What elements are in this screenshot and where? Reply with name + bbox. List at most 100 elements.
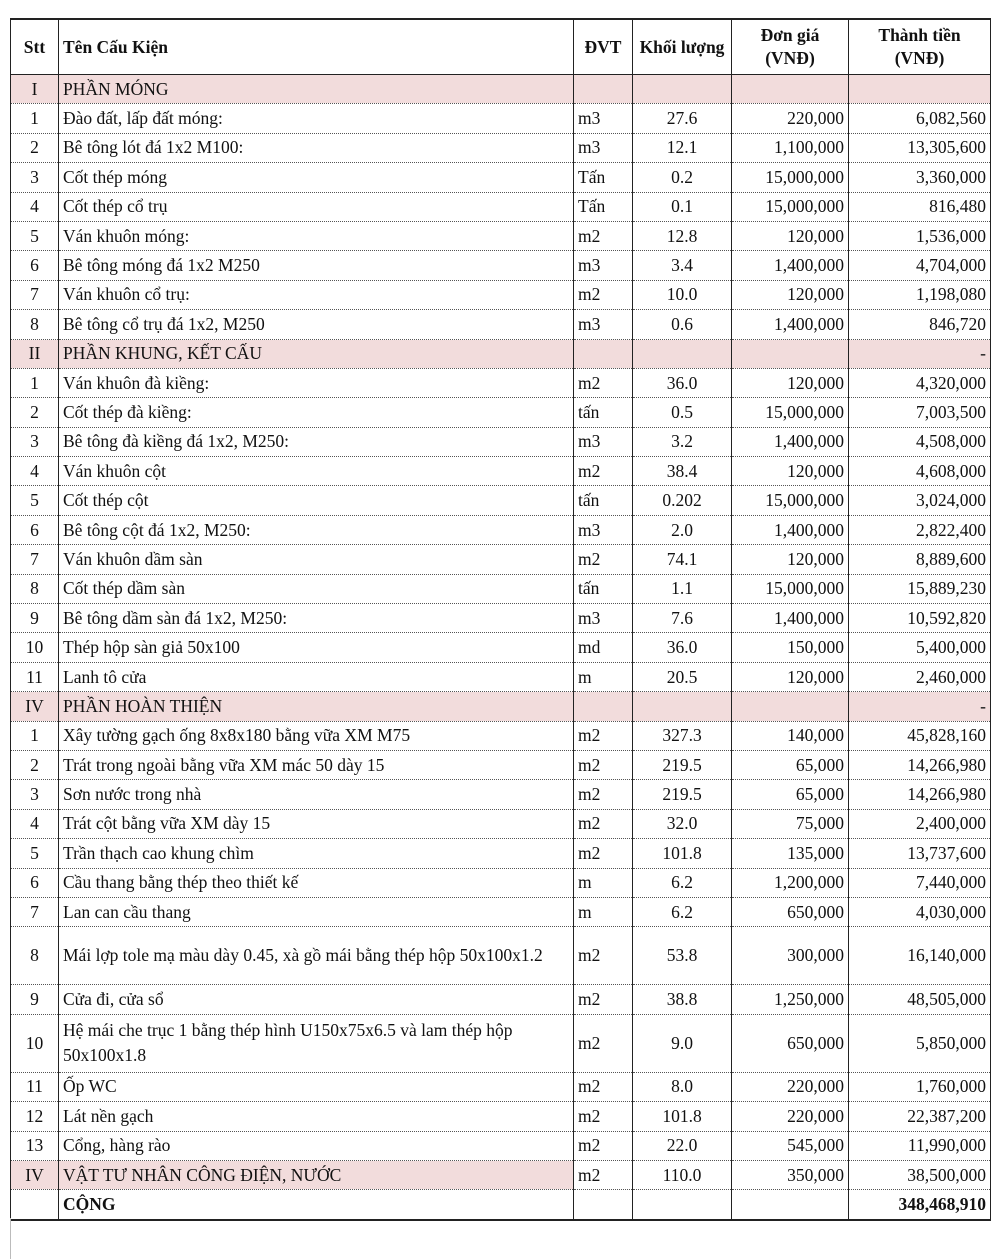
cell-name: Lan can cầu thang: [58, 897, 574, 928]
cell-unit: m2: [573, 809, 633, 840]
section-row: IV PHẦN HOÀN THIỆN -: [10, 691, 991, 722]
header-name: Tên Cấu Kiện: [58, 18, 574, 75]
cell-price: 1,400,000: [731, 427, 849, 458]
cell-qty: 327.3: [632, 721, 732, 751]
cell-total: 4,704,000: [848, 250, 991, 281]
cell-qty: 110.0: [632, 1160, 732, 1191]
cell-stt: 1: [10, 103, 59, 134]
table-row: 1 Đào đất, lấp đất móng: m3 27.6 220,000 6,08…: [10, 103, 991, 134]
cell-stt: 10: [10, 1014, 59, 1073]
cell-total: 4,030,000: [848, 897, 991, 928]
table-row: 2 Cốt thép đà kiềng: tấn 0.5 15,000,000 7,003…: [10, 397, 991, 428]
cell-unit: m2: [573, 1131, 633, 1161]
cell-stt: 4: [10, 809, 59, 840]
cell-stt: 2: [10, 397, 59, 428]
cell-unit: m3: [573, 103, 633, 134]
cell-name: Đào đất, lấp đất móng:: [58, 103, 574, 134]
cell-price: 15,000,000: [731, 162, 849, 193]
cell-stt: [10, 1189, 59, 1221]
cell-total: 14,266,980: [848, 750, 991, 781]
cell-name: Hệ mái che trục 1 bằng thép hình U150x75…: [58, 1014, 574, 1073]
table-row: 4 Ván khuôn cột m2 38.4 120,000 4,608,000: [10, 456, 991, 487]
cell-stt: 8: [10, 574, 59, 605]
cell-qty: 22.0: [632, 1131, 732, 1161]
cell-stt: 1: [10, 721, 59, 751]
table-row: 2 Bê tông lót đá 1x2 M100: m3 12.1 1,100,000…: [10, 133, 991, 164]
cell-qty: 53.8: [632, 926, 732, 986]
cell-total: 13,305,600: [848, 133, 991, 164]
cell-name: Bê tông dầm sàn đá 1x2, M250:: [58, 603, 574, 634]
cell-name: Ván khuôn dầm sàn: [58, 544, 574, 575]
cell-name: CỘNG: [58, 1189, 574, 1221]
cell-qty: 12.8: [632, 221, 732, 252]
cell-qty: 36.0: [632, 632, 732, 663]
cell-name: Cốt thép móng: [58, 162, 574, 193]
table-row: 5 Ván khuôn móng: m2 12.8 120,000 1,536,000: [10, 221, 991, 252]
cell-total: 8,889,600: [848, 544, 991, 575]
cell-stt: 6: [10, 515, 59, 546]
cell-qty: [632, 1189, 732, 1221]
table-row: 11 Lanh tô cửa m 20.5 120,000 2,460,000: [10, 662, 991, 693]
cell-total: 13,737,600: [848, 838, 991, 869]
cell-qty: 0.5: [632, 397, 732, 428]
cell-stt: II: [10, 339, 59, 369]
cell-price: 15,000,000: [731, 574, 849, 605]
cell-qty: 38.4: [632, 456, 732, 487]
cell-qty: 12.1: [632, 133, 732, 164]
cell-total: 2,400,000: [848, 809, 991, 840]
cell-name: Thép hộp sàn giả 50x100: [58, 632, 574, 663]
cell-unit: m2: [573, 984, 633, 1015]
cell-name: Bê tông cổ trụ đá 1x2, M250: [58, 309, 574, 340]
cell-price: 1,100,000: [731, 133, 849, 164]
cell-stt: 11: [10, 1072, 59, 1103]
cell-price: 1,200,000: [731, 868, 849, 898]
cell-price: 350,000: [731, 1160, 849, 1191]
table-row: 4 Cốt thép cổ trụ Tấn 0.1 15,000,000 816,480: [10, 192, 991, 222]
cell-unit: tấn: [573, 397, 633, 428]
cell-total: 45,828,160: [848, 721, 991, 751]
cell-unit: tấn: [573, 574, 633, 605]
cell-name: Sơn nước trong nhà: [58, 779, 574, 810]
table-row: 3 Cốt thép móng Tấn 0.2 15,000,000 3,360,000: [10, 162, 991, 193]
cell-qty: 3.2: [632, 427, 732, 458]
cell-qty: 3.4: [632, 250, 732, 281]
table-row: 5 Trần thạch cao khung chìm m2 101.8 135,000…: [10, 838, 991, 869]
table-row: 8 Mái lợp tole mạ màu dày 0.45, xà gồ mái…: [10, 926, 991, 986]
cell-qty: 6.2: [632, 868, 732, 898]
table-row: 10 Hệ mái che trục 1 bằng thép hình U150x…: [10, 1014, 991, 1073]
cell-price: 120,000: [731, 456, 849, 487]
header-qty: Khối lượng: [632, 18, 732, 75]
cell-unit: m2: [573, 838, 633, 869]
cell-name: Ván khuôn móng:: [58, 221, 574, 252]
table-row: 5 Cốt thép cột tấn 0.202 15,000,000 3,024,000: [10, 485, 991, 516]
header-price: Đơn giá (VNĐ): [731, 18, 849, 75]
cell-qty: 0.1: [632, 192, 732, 222]
cell-qty: 1.1: [632, 574, 732, 605]
cell-total: 4,608,000: [848, 456, 991, 487]
cell-name: Cổng, hàng rào: [58, 1131, 574, 1161]
section-row: I PHẦN MÓNG: [10, 74, 991, 105]
cell-name: Xây tường gạch ống 8x8x180 bằng vữa XM M…: [58, 721, 574, 751]
cell-price: 120,000: [731, 368, 849, 399]
cell-price: 120,000: [731, 662, 849, 693]
cell-stt: 2: [10, 133, 59, 164]
cell-name: PHẦN KHUNG, KẾT CẤU: [58, 339, 574, 369]
cell-price: 220,000: [731, 1101, 849, 1132]
cell-price: 1,400,000: [731, 603, 849, 634]
cell-stt: 4: [10, 456, 59, 487]
cell-qty: 27.6: [632, 103, 732, 134]
cell-qty: 101.8: [632, 838, 732, 869]
cell-price: 650,000: [731, 897, 849, 928]
cell-price: 75,000: [731, 809, 849, 840]
cell-stt: 10: [10, 632, 59, 663]
cell-unit: m3: [573, 515, 633, 546]
table-row: 6 Bê tông cột đá 1x2, M250: m3 2.0 1,400,000…: [10, 515, 991, 546]
cell-qty: [632, 691, 732, 722]
cell-total: 846,720: [848, 309, 991, 340]
cell-price: 140,000: [731, 721, 849, 751]
cell-price: 15,000,000: [731, 485, 849, 516]
cell-price: 300,000: [731, 926, 849, 986]
cell-unit: m2: [573, 721, 633, 751]
cell-total: 2,460,000: [848, 662, 991, 693]
cell-name: Lát nền gạch: [58, 1101, 574, 1132]
